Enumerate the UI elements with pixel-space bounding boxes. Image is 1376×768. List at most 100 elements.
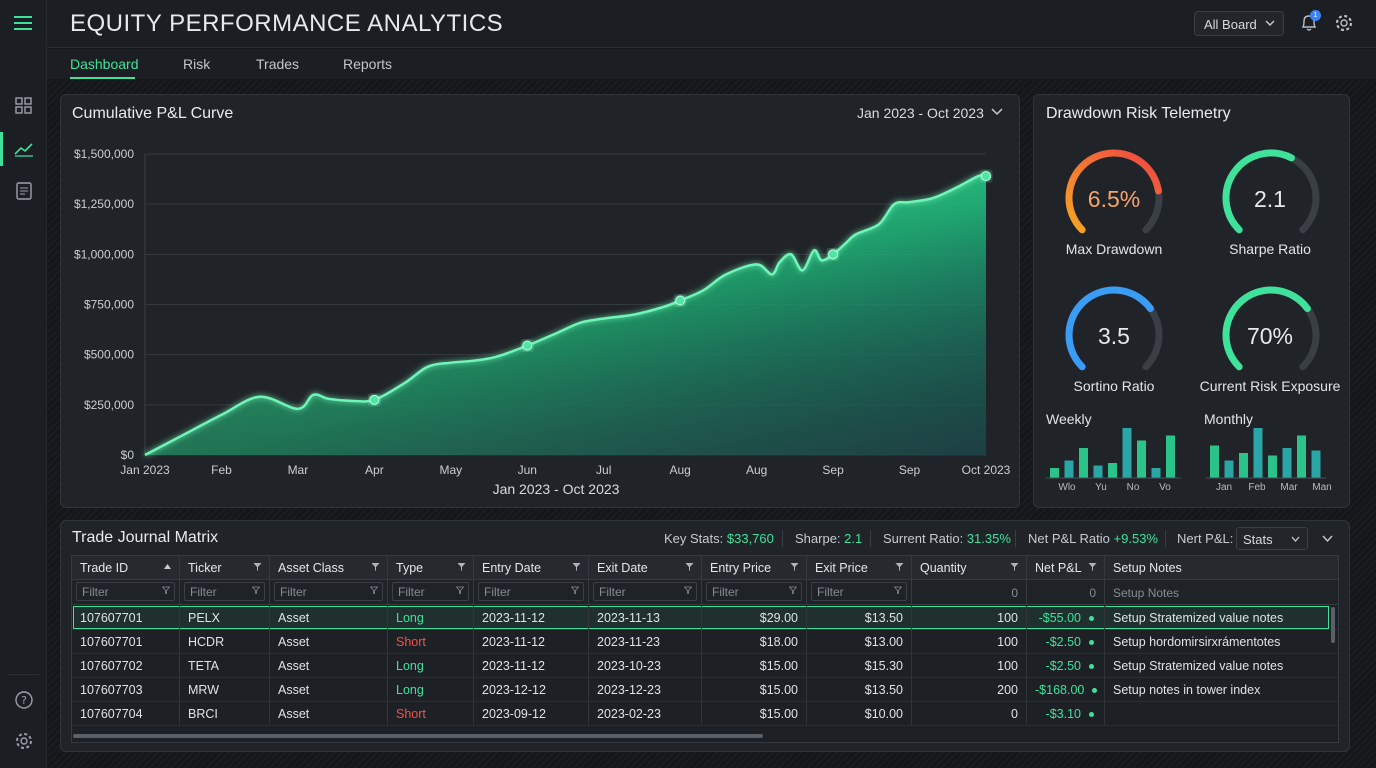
- filter-cell[interactable]: Filter: [702, 580, 807, 605]
- risk-exposure-value: 70%: [1246, 323, 1294, 349]
- date-range-select[interactable]: Jan 2023 - Oct 2023: [857, 105, 984, 121]
- cell-id: 107607703: [80, 683, 143, 697]
- filter-cell[interactable]: Filter: [474, 580, 589, 605]
- filter-cell[interactable]: Filter: [807, 580, 912, 605]
- column-header[interactable]: Quantity: [912, 556, 1027, 580]
- filter-input[interactable]: Filter: [811, 582, 907, 601]
- filter-input[interactable]: Filter: [76, 582, 175, 601]
- column-header[interactable]: Exit Date: [589, 556, 702, 580]
- filter-cell[interactable]: Setup Notes: [1105, 580, 1338, 605]
- filter-icon[interactable]: [1088, 562, 1097, 571]
- column-header[interactable]: Net P&L: [1027, 556, 1105, 580]
- filter-cell[interactable]: Filter: [388, 580, 474, 605]
- monthly-label: Feb: [1248, 482, 1266, 493]
- column-header[interactable]: Setup Notes: [1105, 556, 1338, 580]
- filter-input[interactable]: Filter: [274, 582, 383, 601]
- filter-placeholder: Filter: [280, 585, 307, 599]
- sidebar-item-documents[interactable]: [0, 174, 47, 208]
- tab-dashboard[interactable]: Dashboard: [70, 56, 139, 72]
- table-cell[interactable]: Setup notes in tower index: [1105, 678, 1338, 702]
- table-cell[interactable]: [1105, 702, 1338, 726]
- weekly-label: No: [1126, 482, 1140, 493]
- filter-icon[interactable]: [685, 562, 694, 571]
- tab-reports[interactable]: Reports: [343, 56, 393, 72]
- horizontal-scrollbar[interactable]: [73, 734, 763, 738]
- risk-panel-title: Drawdown Risk Telemetry: [1046, 105, 1231, 122]
- stats-select[interactable]: Stats: [1236, 527, 1308, 550]
- filter-cell[interactable]: Filter: [72, 580, 180, 605]
- table-cell: $13.50: [807, 606, 912, 630]
- vertical-scrollbar[interactable]: [1331, 607, 1335, 643]
- pnl-marker[interactable]: [828, 249, 839, 260]
- cell-entry: 2023-11-12: [482, 659, 546, 673]
- settings-button[interactable]: [0, 724, 47, 758]
- trade-journal-title: Trade Journal Matrix: [72, 529, 219, 546]
- filter-input[interactable]: Filter: [593, 582, 697, 601]
- column-header[interactable]: Trade ID: [72, 556, 180, 580]
- filter-icon[interactable]: [790, 562, 799, 571]
- pnl-marker[interactable]: [522, 340, 533, 351]
- filter-cell[interactable]: Filter: [589, 580, 702, 605]
- collapse-chevron-icon[interactable]: [1322, 535, 1333, 543]
- table-cell: 2023-11-12: [474, 606, 589, 630]
- x-tick-label: Mar: [288, 463, 309, 477]
- monthly-label: Mar: [1280, 482, 1298, 493]
- tab-trades[interactable]: Trades: [256, 56, 300, 72]
- filter-icon[interactable]: [457, 562, 466, 571]
- sidebar-item-analytics[interactable]: [0, 132, 47, 166]
- filter-icon[interactable]: [572, 562, 581, 571]
- cell-pnl: -$55.00: [1038, 611, 1081, 625]
- table-cell[interactable]: Setup Stratemized value notes: [1105, 654, 1338, 678]
- monthly-bar: [1282, 448, 1292, 478]
- filter-icon: [894, 586, 902, 594]
- weekly-title: Weekly: [1046, 411, 1092, 427]
- filter-icon[interactable]: [371, 562, 380, 571]
- gear-icon[interactable]: [1333, 12, 1355, 34]
- filter-cell[interactable]: Filter: [180, 580, 270, 605]
- table-cell[interactable]: Setup Stratemized value notes: [1105, 606, 1338, 630]
- filter-icon[interactable]: [1010, 562, 1019, 571]
- bell-icon[interactable]: [1298, 12, 1320, 34]
- column-header[interactable]: Entry Date: [474, 556, 589, 580]
- pnl-marker[interactable]: [981, 171, 991, 182]
- cell-id: 107607704: [80, 707, 143, 721]
- filter-icon[interactable]: [253, 562, 262, 571]
- pnl-marker[interactable]: [675, 295, 686, 306]
- table-cell: $15.30: [807, 654, 912, 678]
- weekly-bar: [1137, 440, 1146, 478]
- filter-cell[interactable]: 0: [912, 580, 1027, 605]
- filter-cell[interactable]: Filter: [270, 580, 388, 605]
- filter-input[interactable]: Filter: [478, 582, 584, 601]
- pnl-line: [144, 173, 987, 457]
- weekly-bar: [1064, 460, 1074, 478]
- filter-cell[interactable]: 0: [1027, 580, 1105, 605]
- column-header[interactable]: Ticker: [180, 556, 270, 580]
- monthly-bar: [1224, 460, 1234, 478]
- menu-button[interactable]: [0, 6, 47, 40]
- cell-id: 107607702: [80, 659, 143, 673]
- tab-risk[interactable]: Risk: [183, 56, 211, 72]
- help-button[interactable]: ?: [0, 683, 47, 717]
- pnl-marker[interactable]: [369, 394, 380, 405]
- cell-exit-price: $13.50: [864, 611, 903, 625]
- filter-input[interactable]: Filter: [706, 582, 802, 601]
- filter-input[interactable]: Filter: [184, 582, 265, 601]
- monthly-bar: [1297, 435, 1306, 478]
- column-header[interactable]: Exit Price: [807, 556, 912, 580]
- document-icon: [15, 182, 32, 200]
- y-tick-label: $500,000: [84, 348, 134, 362]
- filter-icon[interactable]: [895, 562, 904, 571]
- board-select[interactable]: All Board: [1194, 11, 1284, 36]
- table-cell[interactable]: Setup hordomirsirxrámentotes: [1105, 630, 1338, 654]
- risk-panel: Drawdown Risk Telemetry 6.5% Max Drawdow…: [1033, 94, 1350, 508]
- monthly-bar: [1311, 450, 1321, 478]
- table-cell: 0: [912, 702, 1027, 726]
- sidebar-item-grid[interactable]: [0, 89, 47, 123]
- filter-input[interactable]: Filter: [392, 582, 469, 601]
- column-header[interactable]: Asset Class: [270, 556, 388, 580]
- chevron-down-icon[interactable]: [991, 107, 1003, 116]
- column-header[interactable]: Type: [388, 556, 474, 580]
- column-header[interactable]: Entry Price: [702, 556, 807, 580]
- filter-icon: [684, 586, 692, 594]
- sort-ascending-icon[interactable]: [163, 562, 172, 571]
